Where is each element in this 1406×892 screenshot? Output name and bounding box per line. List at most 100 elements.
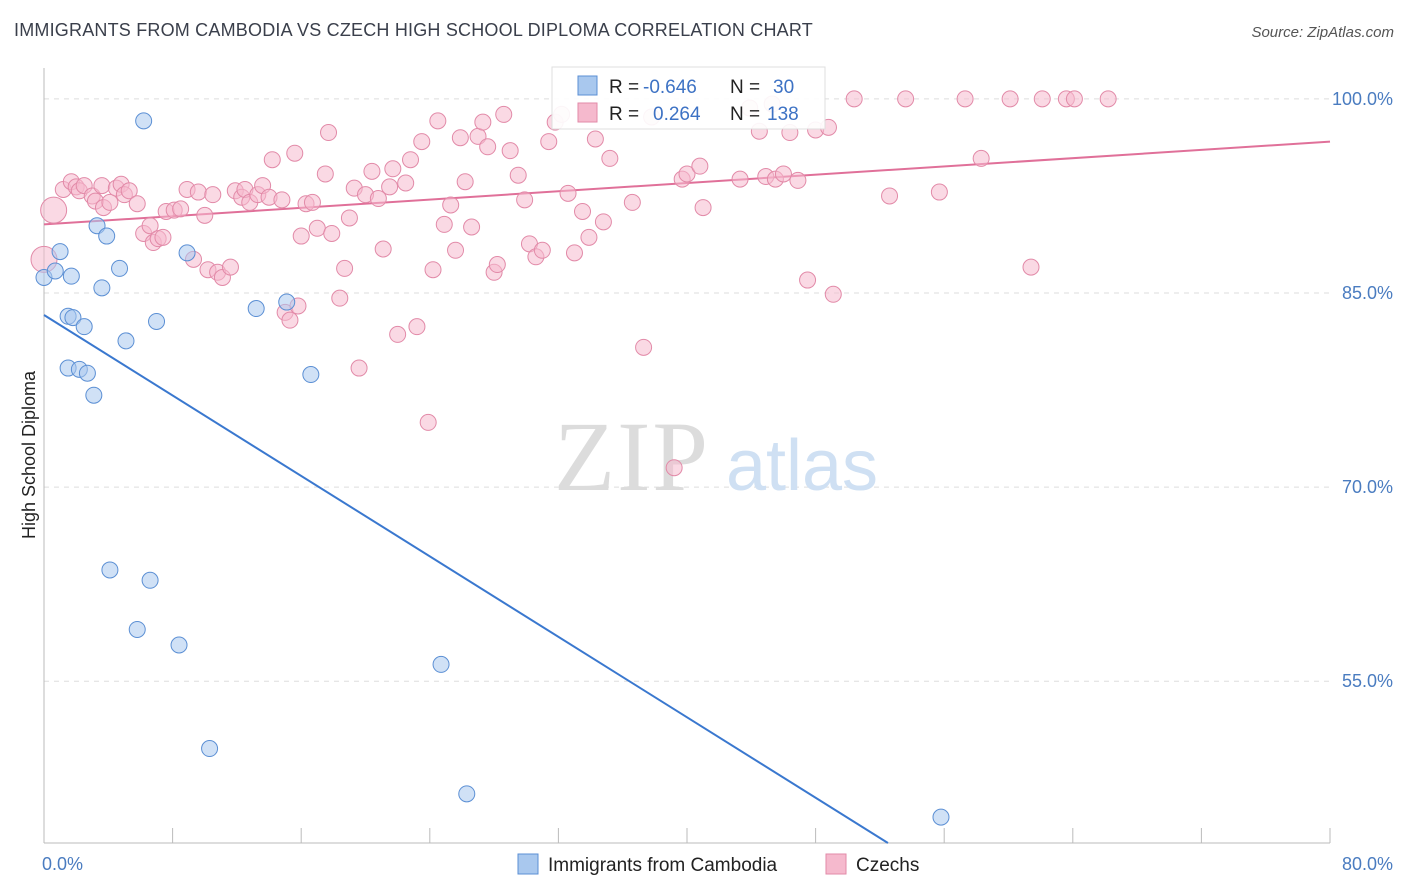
czechs-point-84 (495, 105, 513, 123)
series-legend-swatch-cambodia (517, 853, 539, 875)
czechs-point-117 (789, 171, 807, 189)
legend-swatch-czechs (577, 102, 598, 123)
czechs-point-64 (384, 160, 402, 178)
czechs-point-118 (799, 271, 817, 289)
cambodia-point-17 (128, 620, 146, 638)
czechs-point-24 (172, 200, 190, 218)
czechs-point-95 (565, 244, 583, 262)
czechs-point-68 (408, 318, 426, 336)
y-axis-label: High School Diploma (19, 370, 39, 539)
czechs-point-94 (559, 184, 577, 202)
czechs-point-123 (881, 187, 899, 205)
stats-legend: R = -0.646 N = 30 R = 0.264 N = 138 (551, 66, 826, 130)
czechs-point-56 (340, 209, 358, 227)
czechs-point-27 (189, 183, 207, 201)
czechs-point-127 (972, 149, 990, 167)
czechs-point-16 (128, 195, 146, 213)
czechs-point-128 (1001, 90, 1019, 108)
czechs-point-61 (369, 190, 387, 208)
legend-r-label-1: R = (609, 77, 639, 98)
cambodia-point-26 (302, 366, 320, 384)
czechs-point-54 (331, 289, 349, 307)
czechs-points (30, 90, 1117, 477)
czechs-point-124 (897, 90, 915, 108)
y-tick-label-3: 55.0% (1342, 671, 1393, 691)
czechs-point-51 (316, 165, 334, 183)
czechs-point-60 (363, 162, 381, 180)
tick-labels: 100.0% 85.0% 70.0% 55.0% 0.0% 80.0% (42, 89, 1393, 874)
czechs-point-97 (580, 228, 598, 246)
czechs-point-104 (665, 459, 683, 477)
cambodia-point-28 (458, 785, 476, 803)
watermark-atlas: atlas (726, 426, 878, 506)
cambodia-point-20 (148, 312, 166, 330)
legend-r-label-2: R = (609, 104, 639, 125)
czechs-point-66 (397, 174, 415, 192)
czechs-point-106 (678, 165, 696, 183)
czechs-point-107 (691, 157, 709, 175)
czechs-point-11 (101, 193, 119, 211)
czechs-point-47 (292, 227, 310, 245)
y-tick-label-0: 100.0% (1332, 89, 1393, 109)
cambodia-point-4 (62, 267, 80, 285)
czechs-point-33 (221, 258, 239, 276)
y-tick-label-1: 85.0% (1342, 283, 1393, 303)
cambodia-point-18 (135, 112, 153, 130)
cambodia-point-15 (111, 259, 129, 277)
czechs-point-101 (623, 193, 641, 211)
legend-swatch-cambodia (577, 75, 598, 96)
x-tick-label-0: 0.0% (42, 854, 83, 874)
czechs-point-130 (1033, 90, 1051, 108)
cambodia-point-25 (278, 293, 296, 311)
series-legend-swatch-czechs (825, 853, 847, 875)
czechs-point-73 (435, 215, 453, 233)
czechs-point-75 (447, 241, 465, 259)
czechs-point-53 (323, 224, 341, 242)
czechs-point-30 (204, 186, 222, 204)
czechs-point-125 (930, 183, 948, 201)
czechs-point-96 (574, 202, 592, 220)
czechs-point-72 (429, 112, 447, 130)
czechs-point-44 (281, 311, 299, 329)
legend-n-label-2: N = (730, 104, 760, 125)
cambodia-point-14 (101, 561, 119, 579)
cambodia-point-9 (78, 364, 96, 382)
czechs-point-67 (402, 151, 420, 169)
czechs-point-69 (413, 133, 431, 151)
czechs-point-76 (451, 129, 469, 147)
czechs-point-81 (479, 138, 497, 156)
czechs-point-77 (456, 173, 474, 191)
cambodia-point-24 (247, 300, 265, 318)
axes (43, 68, 1331, 844)
czechs-point-108 (694, 199, 712, 217)
czechs-point-42 (273, 191, 291, 209)
czechs-point-121 (824, 285, 842, 303)
czechs-point-115 (774, 165, 792, 183)
legend-n-value-1: 30 (773, 77, 794, 98)
cambodia-point-1 (46, 262, 64, 280)
legend-n-value-2: 138 (767, 104, 799, 125)
czechs-point-99 (594, 213, 612, 231)
czechs-point-78 (463, 218, 481, 236)
czechs-point-86 (509, 166, 527, 184)
chart-title: IMMIGRANTS FROM CAMBODIA VS CZECH HIGH S… (14, 20, 813, 40)
cambodia-point-16 (117, 332, 135, 350)
czechs-point-50 (308, 219, 326, 237)
czechs-point-28 (196, 206, 214, 224)
czechs-point-63 (381, 178, 399, 196)
cambodia-point-23 (201, 740, 219, 758)
czechs-point-21 (154, 228, 172, 246)
series-legend: Immigrants from Cambodia Czechs (517, 853, 919, 876)
czechs-point-45 (286, 144, 304, 162)
cambodia-point-6 (64, 309, 82, 327)
czechs-point-129 (1022, 258, 1040, 276)
czechs-point-71 (424, 261, 442, 279)
cambodia-trend-line (43, 314, 889, 844)
czechs-point-55 (336, 259, 354, 277)
watermark: ZIP atlas (554, 401, 878, 512)
cambodia-point-19 (141, 571, 159, 589)
y-tick-label-2: 70.0% (1342, 477, 1393, 497)
series-legend-label-cambodia: Immigrants from Cambodia (548, 855, 778, 876)
czechs-point-102 (635, 338, 653, 356)
czechs-point-1 (40, 196, 68, 224)
